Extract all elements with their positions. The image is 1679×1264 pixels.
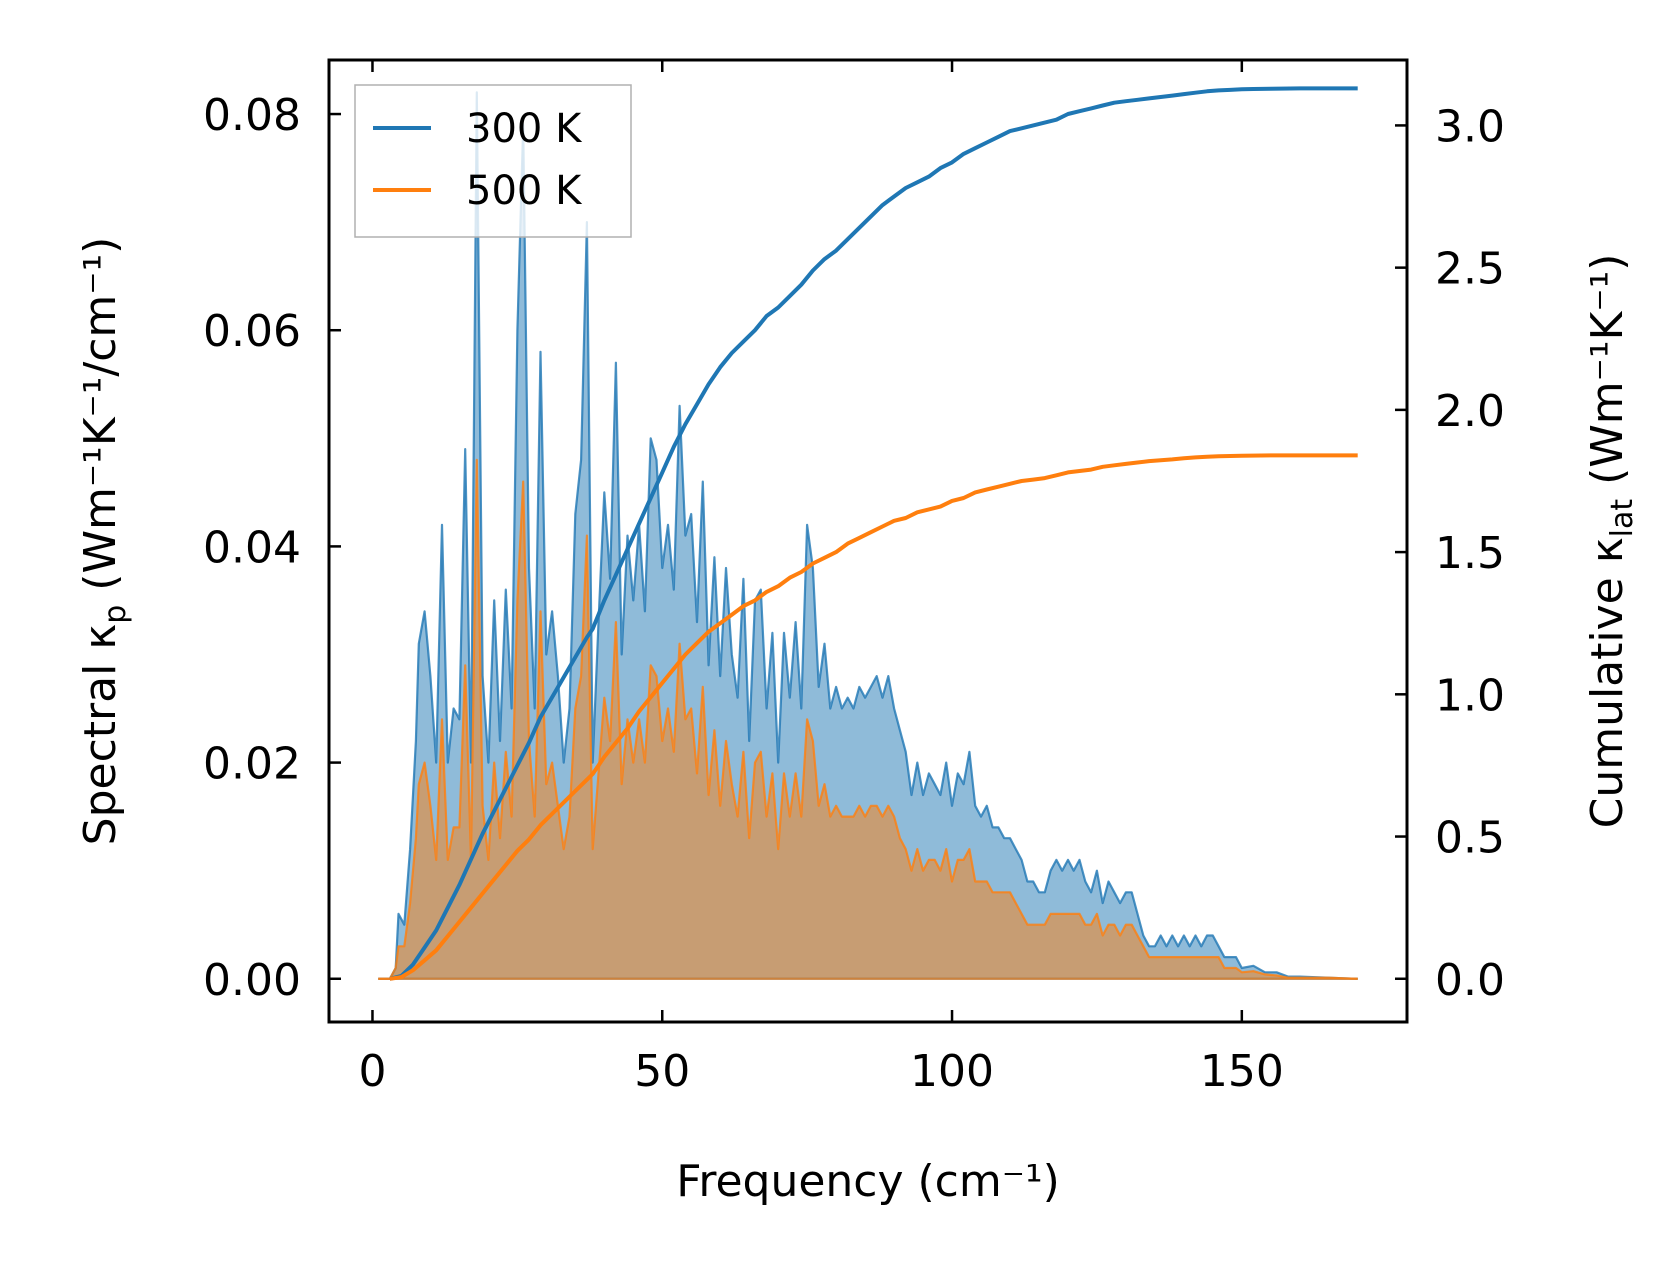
right-y-tick-label: 2.5 <box>1435 244 1505 295</box>
legend-label-300k: 300 K <box>466 106 583 152</box>
x-tick-label: 0 <box>358 1046 386 1097</box>
legend-label-500k: 500 K <box>466 168 583 214</box>
cumulative-line-500k <box>389 453 1358 981</box>
left-y-tick-label: 0.04 <box>203 522 301 573</box>
right-y-tick-label: 0.5 <box>1435 813 1505 864</box>
legend: 300 K 500 K <box>354 84 632 238</box>
spectral-fill-500k <box>378 459 1358 979</box>
cumulative-line-300k <box>389 86 1358 981</box>
right-y-tick-label: 2.0 <box>1435 386 1505 437</box>
axes-frame <box>327 58 1409 1024</box>
left-y-tick-label: 0.00 <box>203 955 301 1006</box>
right-y-axis-ticks: 0.0 0.5 1.0 1.5 2.0 2.5 3.0 <box>1395 101 1505 1006</box>
left-y-tick-label: 0.06 <box>203 306 301 357</box>
left-y-axis-ticks: 0.00 0.02 0.04 0.06 0.08 <box>203 90 341 1006</box>
right-y-tick-label: 1.5 <box>1435 528 1505 579</box>
left-y-tick-label: 0.02 <box>203 739 301 790</box>
right-y-axis-title: Cumulative κlat (Wm⁻¹K⁻¹) <box>1582 254 1640 829</box>
left-y-axis-title: Spectral κp (Wm⁻¹K⁻¹/cm⁻¹) <box>75 237 133 846</box>
cumulative-lines <box>389 86 1358 981</box>
x-tick-label: 150 <box>1200 1046 1284 1097</box>
x-axis-ticks: 0 50 100 150 <box>358 60 1284 1097</box>
right-y-tick-label: 1.0 <box>1435 670 1505 721</box>
spectral-line-300k <box>378 91 1358 980</box>
right-y-tick-label: 3.0 <box>1435 101 1505 152</box>
legend-box <box>354 84 632 238</box>
x-tick-label: 100 <box>910 1046 994 1097</box>
right-y-tick-label: 0.0 <box>1435 955 1505 1006</box>
left-y-tick-label: 0.08 <box>203 90 301 141</box>
spectral-edges <box>378 91 1358 980</box>
x-axis-title: Frequency (cm⁻¹) <box>676 1156 1060 1207</box>
x-tick-label: 50 <box>634 1046 690 1097</box>
